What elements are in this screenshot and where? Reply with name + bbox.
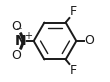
Text: O: O xyxy=(84,35,94,47)
Text: +: + xyxy=(24,31,32,41)
Text: O: O xyxy=(11,49,21,62)
Text: O: O xyxy=(11,20,21,33)
Text: F: F xyxy=(70,5,77,18)
Text: F: F xyxy=(70,64,77,77)
Text: N: N xyxy=(15,34,26,48)
Text: ⁻: ⁻ xyxy=(15,25,22,38)
